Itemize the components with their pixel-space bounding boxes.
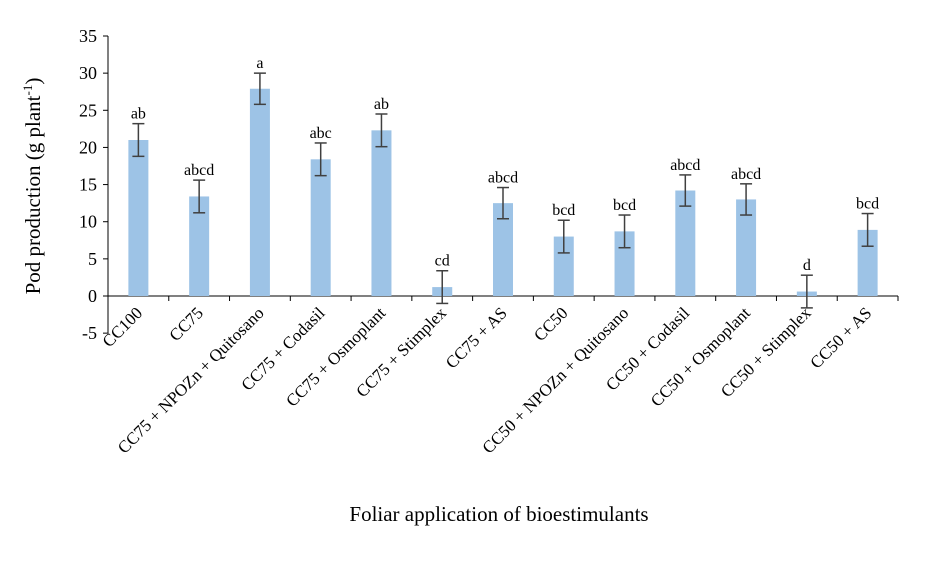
significance-label: bcd	[552, 202, 575, 219]
significance-label: abc	[310, 125, 332, 142]
category-label: CC100	[99, 303, 147, 351]
x-axis-title: Foliar application of bioestimulants	[349, 502, 648, 526]
category-label: CC75 + AS	[442, 303, 511, 372]
bar	[189, 196, 210, 296]
bar	[128, 140, 149, 296]
y-axis-title-text: Pod production (g plant	[21, 95, 45, 294]
y-tick-label: 20	[79, 137, 97, 157]
significance-label: abcd	[670, 157, 700, 174]
category-label: CC75	[165, 303, 206, 344]
y-tick-label: 25	[79, 100, 97, 120]
category-label: CC50	[530, 303, 571, 344]
y-tick-label: 5	[88, 249, 97, 269]
significance-label: abcd	[488, 170, 518, 187]
significance-label: d	[803, 257, 811, 274]
y-tick-label: 15	[79, 175, 97, 195]
significance-label: abcd	[184, 162, 214, 179]
y-tick-label: 35	[79, 26, 97, 46]
significance-label: cd	[435, 253, 450, 270]
bar	[736, 199, 757, 296]
significance-label: ab	[374, 96, 389, 113]
y-axis-title-superscript: -1	[20, 85, 35, 96]
y-tick-label: 30	[79, 63, 97, 83]
y-tick-label: 0	[88, 286, 97, 306]
y-tick-label: 10	[79, 212, 97, 232]
y-tick-label: -5	[82, 323, 97, 343]
significance-label: bcd	[856, 196, 879, 213]
category-label: CC50 + AS	[806, 303, 875, 372]
bar	[371, 130, 392, 296]
error-bars	[132, 72, 874, 309]
bar	[675, 190, 696, 296]
bar	[493, 203, 513, 296]
bar	[553, 236, 574, 296]
y-axis-title-close: )	[21, 78, 45, 85]
y-axis-title: Pod production (g plant-1)	[20, 78, 45, 295]
significance-label: bcd	[613, 197, 636, 214]
significance-label: a	[256, 55, 263, 72]
significance-label: ab	[131, 106, 146, 123]
bar	[249, 88, 270, 296]
bars	[128, 88, 878, 296]
bar	[310, 159, 331, 296]
significance-label: abcd	[731, 166, 761, 183]
